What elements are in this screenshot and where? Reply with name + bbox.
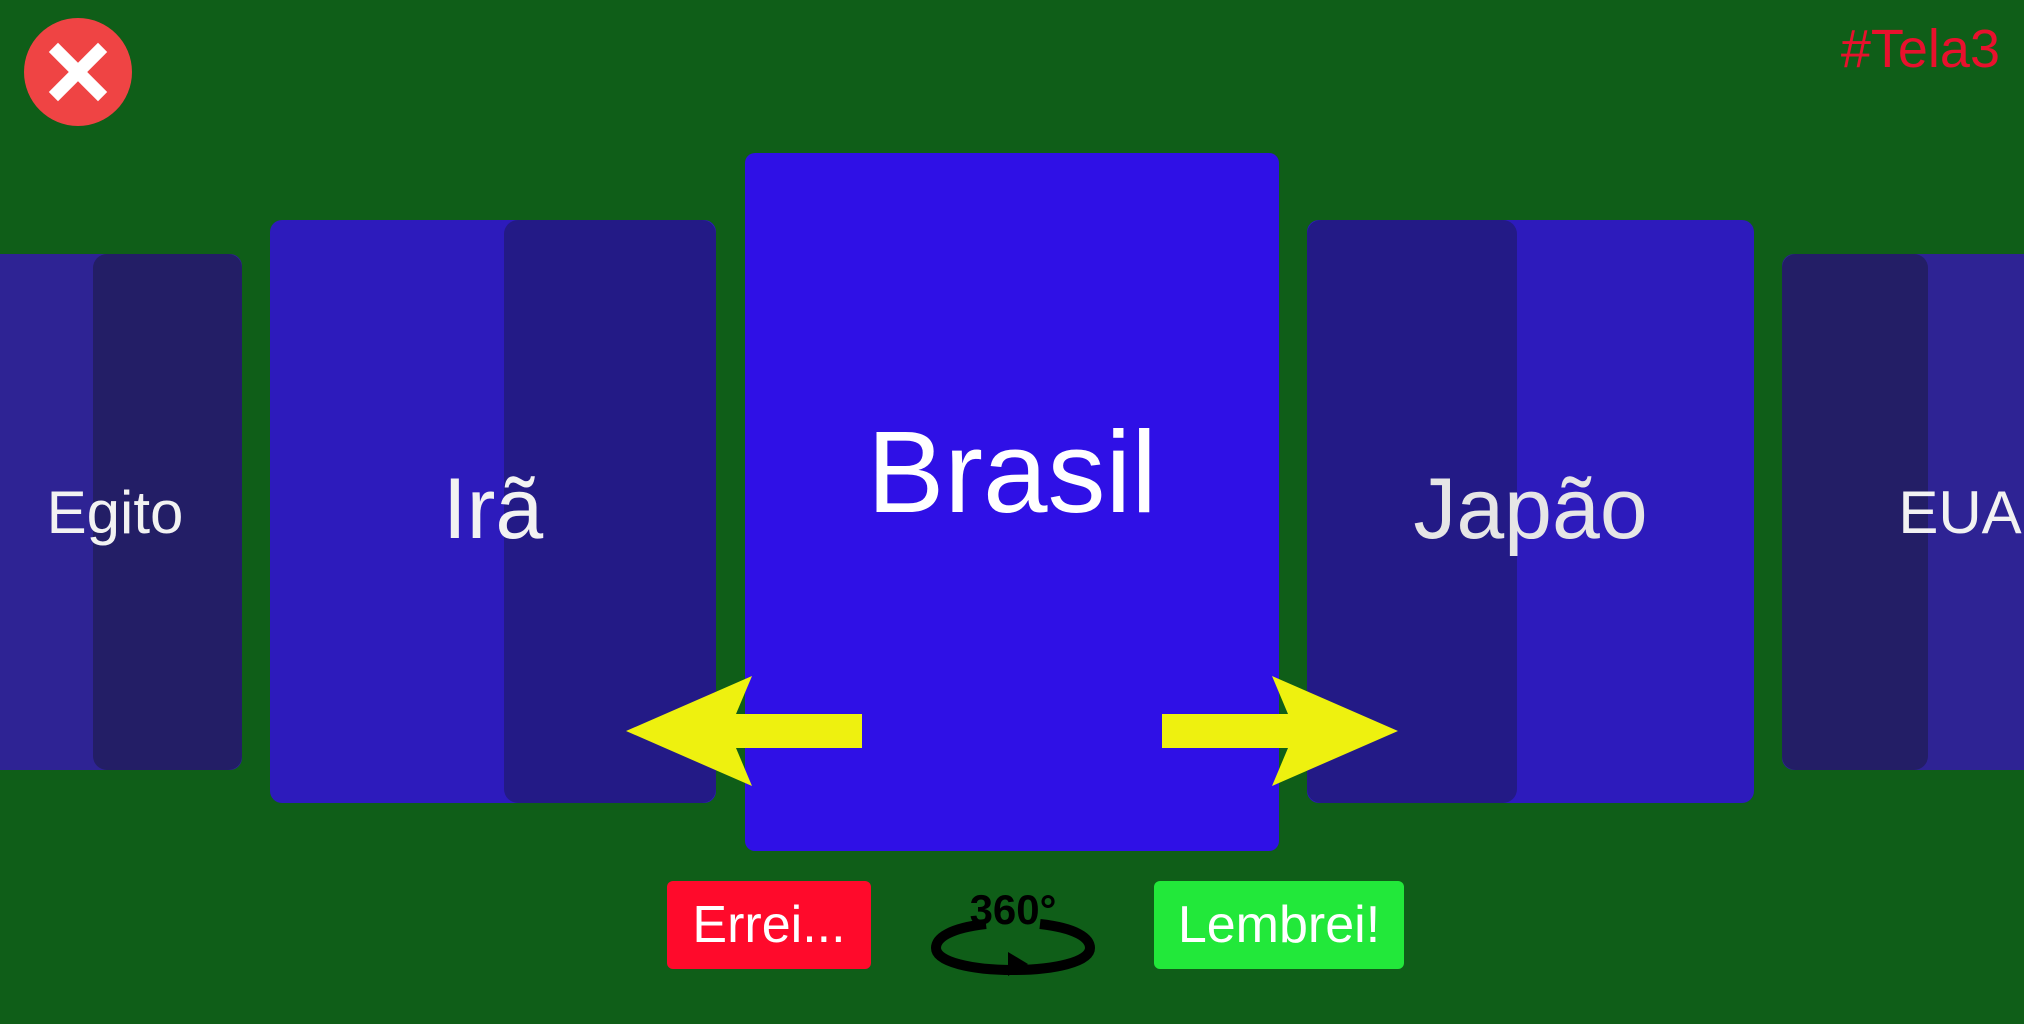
rotate-label: 360° — [970, 886, 1057, 933]
card-label: EUA — [1898, 478, 2022, 546]
card-japao[interactable]: Japão — [1307, 220, 1754, 803]
rotate-360-icon: 360° — [930, 886, 1096, 976]
card-label: Egito — [46, 478, 184, 546]
card-label: Japão — [1413, 461, 1648, 557]
previous-card-button[interactable] — [626, 676, 862, 786]
card-ira[interactable]: Irã — [270, 220, 716, 803]
card-label: Brasil — [866, 407, 1158, 537]
arrow-left-icon — [626, 676, 862, 786]
close-button[interactable] — [24, 18, 132, 126]
errei-button[interactable]: Errei... — [667, 881, 871, 969]
card-eua[interactable]: EUA — [1782, 254, 2024, 770]
screen-tag: #Tela3 — [1840, 19, 2000, 79]
lembrei-button[interactable]: Lembrei! — [1154, 881, 1404, 969]
card-shade — [1782, 254, 1928, 770]
card-shade — [93, 254, 242, 770]
card-shade — [1307, 220, 1517, 803]
close-icon — [48, 42, 108, 102]
card-label: Irã — [442, 461, 544, 557]
next-card-button[interactable] — [1162, 676, 1398, 786]
rotate-360-button[interactable]: 360° — [928, 876, 1098, 976]
card-egito[interactable]: Egito — [0, 254, 242, 770]
card-shade — [504, 220, 716, 803]
arrow-right-icon — [1162, 676, 1398, 786]
